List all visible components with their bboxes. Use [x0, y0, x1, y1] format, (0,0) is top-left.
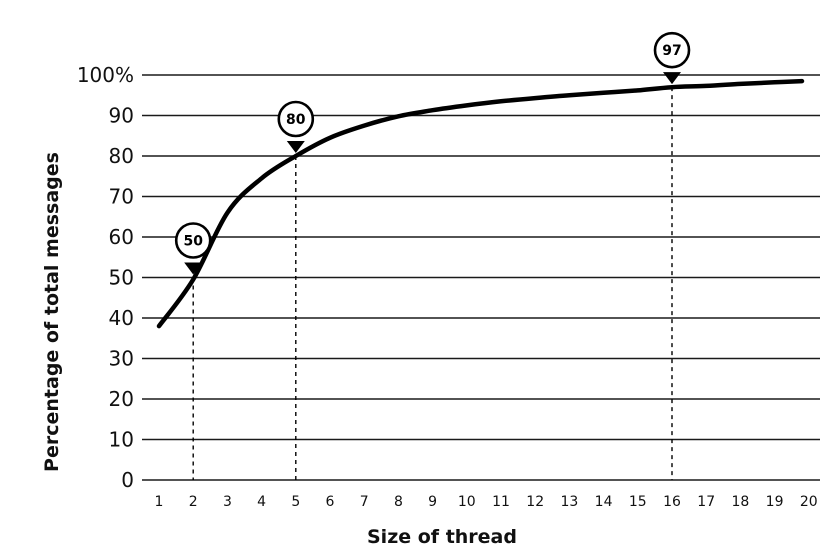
marker-bubble — [277, 100, 315, 138]
marker-bubble — [653, 31, 691, 69]
x-tick-label: 6 — [326, 494, 335, 510]
x-tick-label: 12 — [526, 494, 544, 510]
series-line — [156, 78, 805, 329]
y-axis-ticks: 0 10 20 30 40 50 60 70 80 90 100% — [77, 63, 134, 492]
y-tick-label: 100% — [77, 63, 134, 87]
x-tick-label: 19 — [766, 494, 784, 510]
y-tick-label: 90 — [109, 104, 134, 128]
y-axis-title: Percentage of total messages — [41, 152, 63, 472]
marker-label: 97 — [662, 43, 681, 59]
annotation-marker: 97 — [653, 31, 691, 85]
y-tick-label: 50 — [109, 266, 134, 290]
y-tick-label: 80 — [109, 144, 134, 168]
x-tick-label: 9 — [428, 494, 437, 510]
x-tick-label: 15 — [629, 494, 647, 510]
y-tick-label: 70 — [109, 185, 134, 209]
x-tick-label: 11 — [492, 494, 510, 510]
marker-pointer — [184, 262, 203, 275]
x-tick-label: 13 — [560, 494, 578, 510]
y-tick-label: 0 — [121, 468, 134, 492]
y-tick-label: 60 — [109, 225, 134, 249]
x-tick-label: 20 — [800, 494, 818, 510]
marker-pointer — [663, 72, 681, 85]
marker-label: 50 — [183, 234, 203, 250]
marker-bubble — [174, 222, 212, 259]
y-tick-label: 20 — [109, 387, 134, 411]
x-tick-label: 14 — [595, 494, 613, 510]
annotation-marker: 80 — [277, 100, 315, 153]
marker-pointer — [286, 141, 305, 153]
x-tick-label: 16 — [663, 494, 681, 510]
gridlines — [142, 74, 820, 481]
y-tick-label: 30 — [109, 347, 134, 371]
marker-label: 80 — [286, 112, 306, 128]
y-tick-label: 40 — [109, 306, 134, 330]
x-tick-label: 7 — [360, 494, 369, 510]
x-tick-label: 17 — [697, 494, 715, 510]
annotation-markers: 50 80 97 — [174, 31, 691, 275]
x-tick-label: 18 — [731, 494, 749, 510]
annotation-marker: 50 — [174, 222, 212, 275]
x-tick-label: 2 — [189, 494, 198, 510]
x-tick-label: 3 — [223, 494, 232, 510]
x-tick-label: 5 — [291, 494, 300, 510]
series-layer — [156, 78, 805, 329]
annotation-drop-lines — [192, 87, 673, 480]
x-tick-label: 1 — [155, 494, 164, 510]
x-axis-ticks: 1 2 3 4 5 6 7 8 9 10 11 12 13 14 15 16 17 18 19 20 — [155, 494, 818, 510]
x-tick-label: 10 — [458, 494, 476, 510]
x-axis-title: Size of thread — [367, 526, 517, 548]
x-tick-label: 8 — [394, 494, 403, 510]
y-tick-label: 10 — [109, 428, 134, 452]
x-tick-label: 4 — [257, 494, 266, 510]
